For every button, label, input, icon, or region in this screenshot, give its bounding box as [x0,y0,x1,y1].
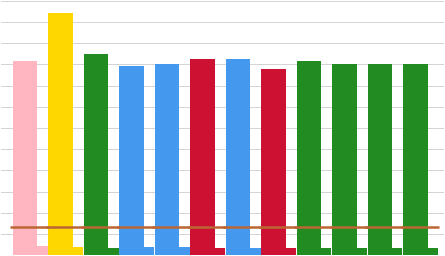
Bar [70,247,83,255]
Bar [332,64,356,255]
Bar [190,59,215,255]
Bar [403,64,428,255]
Bar [141,247,154,255]
Bar [389,248,402,255]
Bar [283,248,296,255]
Bar [248,248,260,255]
Bar [13,61,37,255]
Bar [84,54,109,255]
Bar [354,248,367,255]
Bar [35,246,48,255]
Bar [368,64,392,255]
Bar [49,13,73,255]
Bar [319,248,332,255]
Bar [226,59,250,255]
Bar [425,248,438,255]
Bar [119,66,144,255]
Bar [177,247,190,255]
Bar [212,248,225,255]
Bar [106,248,119,255]
Bar [261,69,286,255]
Bar [297,61,321,255]
Bar [155,64,179,255]
